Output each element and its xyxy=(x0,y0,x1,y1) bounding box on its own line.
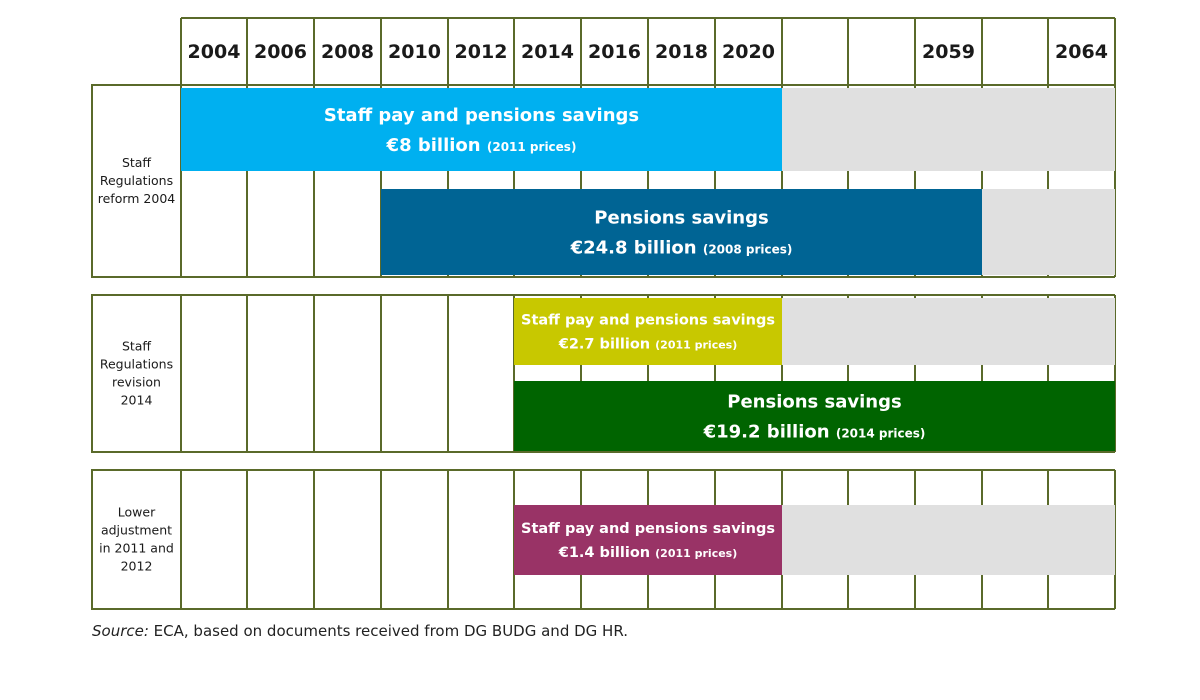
group-label-2-line-3: 2012 xyxy=(121,559,153,574)
bar-extension-0-0 xyxy=(782,88,1115,171)
bar-amount-1-0: €2.7 billion (2011 prices) xyxy=(558,337,738,353)
group-label-1-line-0: Staff xyxy=(122,339,151,354)
bar-amount-0-0: €8 billion (2011 prices) xyxy=(386,135,577,156)
bar-0-0 xyxy=(181,88,782,171)
group-label-2-line-1: adjustment xyxy=(101,523,172,538)
bar-amount-value-2-0: €1.4 billion xyxy=(558,545,655,561)
year-label-2064: 2064 xyxy=(1055,41,1108,63)
year-label-2018: 2018 xyxy=(655,41,708,63)
bar-2-0 xyxy=(514,505,782,575)
year-label-2016: 2016 xyxy=(588,41,641,63)
bar-amount-2-0: €1.4 billion (2011 prices) xyxy=(558,545,738,561)
bar-amount-value-1-0: €2.7 billion xyxy=(558,337,655,353)
bar-amount-value-0-0: €8 billion xyxy=(386,135,487,156)
year-label-2014: 2014 xyxy=(521,41,574,63)
bar-amount-value-0-1: €24.8 billion xyxy=(570,237,703,258)
group-label-1-line-1: Regulations xyxy=(100,357,173,372)
bar-extension-2-0 xyxy=(782,505,1115,575)
bar-amount-value-1-1: €19.2 billion xyxy=(703,421,836,442)
group-label-2-line-0: Lower xyxy=(118,505,156,520)
bar-amount-1-1: €19.2 billion (2014 prices) xyxy=(703,421,926,442)
source-label: Source: xyxy=(92,622,149,640)
bar-name-0-1: Pensions savings xyxy=(594,207,768,228)
group-label-box-1 xyxy=(91,294,182,453)
year-label-2012: 2012 xyxy=(455,41,508,63)
bar-extension-0-1 xyxy=(982,189,1115,275)
bar-extension-1-0 xyxy=(782,298,1115,365)
group-label-0-line-1: Regulations xyxy=(100,173,173,188)
bar-1-1 xyxy=(514,381,1115,451)
year-label-2020: 2020 xyxy=(722,41,775,63)
group-label-1-line-3: 2014 xyxy=(121,393,153,408)
year-label-2006: 2006 xyxy=(254,41,307,63)
group-label-2-line-2: in 2011 and xyxy=(99,541,174,556)
source-note: Source: ECA, based on documents received… xyxy=(92,622,628,640)
year-label-2010: 2010 xyxy=(388,41,441,63)
bar-amount-note-0-1: (2008 prices) xyxy=(703,242,793,256)
bar-amount-note-0-0: (2011 prices) xyxy=(487,140,577,154)
group-label-0-line-0: Staff xyxy=(122,155,151,170)
source-text: ECA, based on documents received from DG… xyxy=(148,622,628,640)
group-label-0-line-2: reform 2004 xyxy=(98,191,176,206)
bar-name-1-0: Staff pay and pensions savings xyxy=(521,313,775,329)
savings-timeline-chart: 2004 2006 2008 2010 2012 2014 2016 2018 2020 2059… xyxy=(91,17,1116,610)
bar-0-1 xyxy=(381,189,982,275)
bar-amount-note-2-0: (2011 prices) xyxy=(655,547,737,560)
year-label-2004: 2004 xyxy=(188,41,241,63)
bar-name-2-0: Staff pay and pensions savings xyxy=(521,521,775,537)
year-label-2059: 2059 xyxy=(922,41,975,63)
bar-amount-0-1: €24.8 billion (2008 prices) xyxy=(570,237,793,258)
bar-amount-note-1-0: (2011 prices) xyxy=(655,339,737,352)
bar-amount-note-1-1: (2014 prices) xyxy=(836,426,926,440)
bar-name-1-1: Pensions savings xyxy=(727,391,901,412)
group-label-box-2 xyxy=(91,469,182,610)
group-label-1-line-2: revision xyxy=(112,375,161,390)
bar-1-0 xyxy=(514,298,782,365)
bar-name-0-0: Staff pay and pensions savings xyxy=(324,105,639,126)
year-label-2008: 2008 xyxy=(321,41,374,63)
